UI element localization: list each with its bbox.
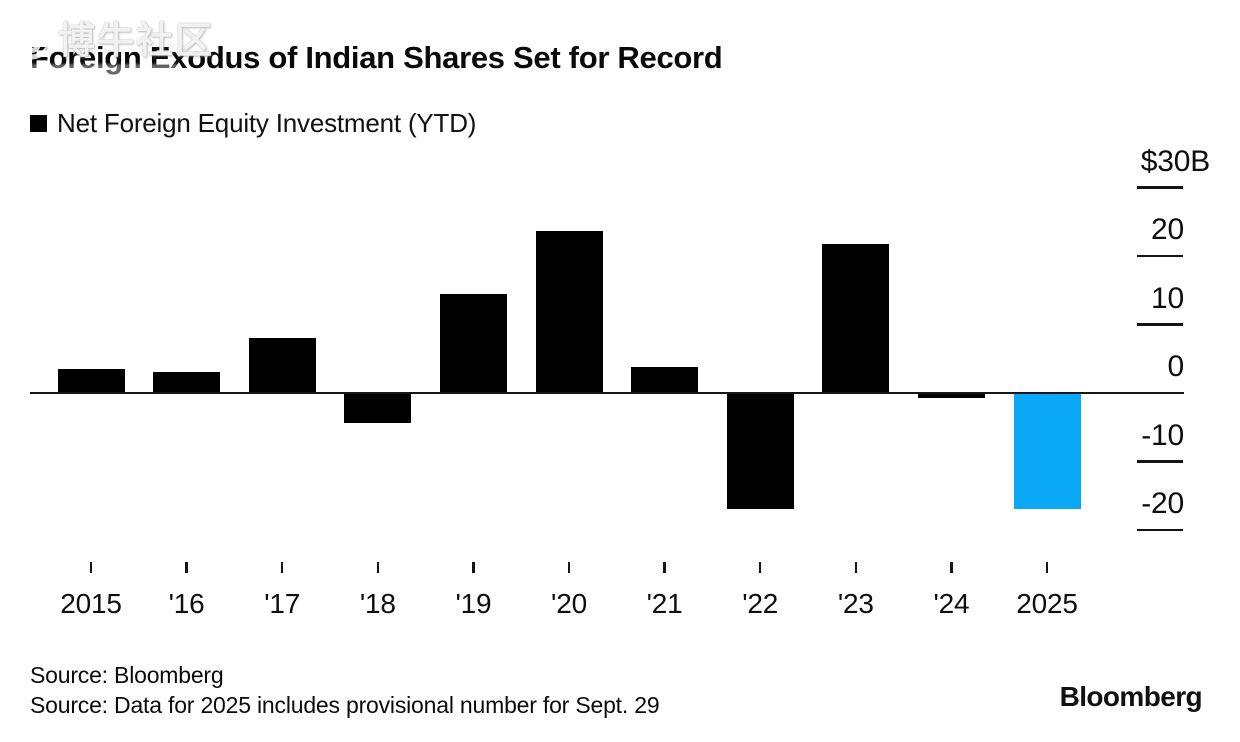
- y-axis-label-20: 20: [1151, 213, 1184, 246]
- x-axis-tick-24: [950, 562, 953, 573]
- y-axis-tick-20: [1137, 254, 1183, 258]
- bar-17: [248, 338, 316, 394]
- x-axis-label-16: '16: [168, 588, 205, 619]
- zero-axis-line: [30, 392, 1184, 395]
- chart-title: Foreign Exodus of Indian Shares Set for …: [30, 40, 723, 75]
- x-axis-tick-21: [663, 562, 666, 573]
- x-axis-tick-20: [567, 562, 571, 573]
- x-axis-tick-17: [280, 562, 284, 573]
- y-axis-tick--20: [1137, 528, 1183, 532]
- x-axis-label-22: '22: [742, 588, 779, 619]
- y-axis-tick-10: [1137, 323, 1183, 326]
- x-axis-label-17: '17: [264, 588, 301, 619]
- bar-16: [153, 371, 221, 394]
- x-axis-tick-18: [376, 562, 380, 573]
- y-axis-tick-30: [1137, 186, 1183, 189]
- y-axis-label--10: -10: [1141, 418, 1184, 452]
- bar-20: [535, 231, 603, 394]
- bar-2025: [1013, 393, 1081, 509]
- x-axis-label-19: '19: [455, 588, 492, 619]
- source-line-1: Source: Bloomberg: [30, 662, 224, 688]
- bar-2015: [57, 369, 125, 394]
- legend: Net Foreign Equity Investment (YTD): [30, 108, 476, 139]
- x-axis-tick-16: [185, 562, 188, 573]
- legend-label: Net Foreign Equity Investment (YTD): [57, 108, 477, 138]
- x-axis-label-2025: 2025: [1016, 588, 1078, 619]
- y-axis-label-30: $30B: [1140, 144, 1210, 178]
- y-axis-label-10: 10: [1151, 281, 1184, 315]
- x-axis-label-21: '21: [646, 588, 683, 619]
- x-axis-label-24: '24: [933, 588, 970, 619]
- x-axis-label-18: '18: [359, 588, 396, 619]
- x-axis-label-23: '23: [837, 588, 874, 619]
- x-axis-label-20: '20: [551, 588, 587, 619]
- bloomberg-logo: Bloomberg: [1059, 681, 1203, 712]
- x-axis-tick-23: [854, 562, 858, 573]
- x-axis-tick-19: [472, 562, 475, 573]
- bar-22: [726, 393, 794, 509]
- x-axis-label-2015: 2015: [60, 588, 122, 619]
- source-line-2: Source: Data for 2025 includes provision…: [30, 692, 660, 718]
- y-axis-label--20: -20: [1141, 487, 1184, 520]
- source-notes: Source: Bloomberg Source: Data for 2025 …: [30, 660, 660, 720]
- legend-swatch: [30, 115, 47, 132]
- x-axis-tick-2015: [89, 562, 93, 573]
- x-axis-tick-2025: [1045, 562, 1049, 573]
- y-axis-label-0: 0: [1167, 350, 1185, 383]
- y-axis-tick--10: [1137, 460, 1183, 463]
- bar-19: [439, 293, 507, 394]
- bar-18: [344, 393, 412, 424]
- bar-24: [917, 393, 985, 398]
- bar-21: [631, 366, 699, 394]
- x-axis-tick-22: [758, 562, 762, 573]
- bar-23: [822, 244, 890, 394]
